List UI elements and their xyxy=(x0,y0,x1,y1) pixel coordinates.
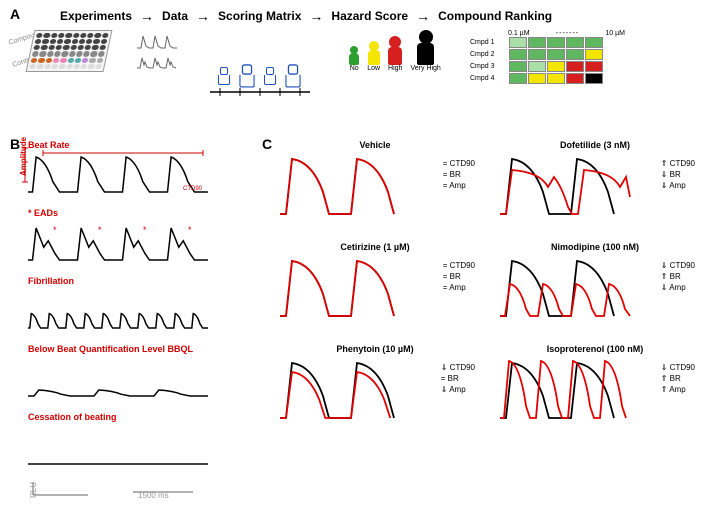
arrow-icon: → xyxy=(196,8,210,24)
panel-c-compounds: Vehicle = CTD90= BR= AmpDofetilide (3 nM… xyxy=(280,140,690,426)
panel-b-traces: Beat RateAmplitudeCTD90* EADs****Fibrill… xyxy=(28,140,248,505)
compound-ranking: 0.1 µM ------- 10 µM Cmpd 1Cmpd 2Cmpd 3C… xyxy=(470,30,625,84)
hdr-experiments: Experiments xyxy=(60,9,132,23)
svg-text:RLU: RLU xyxy=(29,482,38,498)
hdr-scoring: Scoring Matrix xyxy=(218,9,301,23)
hazard-legend: NoLowHighVery High xyxy=(330,30,460,72)
svg-text:*: * xyxy=(53,225,57,235)
arrow-icon: → xyxy=(140,8,154,24)
hdr-hazard: Hazard Score xyxy=(331,9,408,23)
svg-text:*: * xyxy=(143,225,147,235)
panel-a-label: A xyxy=(10,6,20,22)
arrow-icon: → xyxy=(309,8,323,24)
svg-text:CTD90: CTD90 xyxy=(183,186,203,192)
hdr-data: Data xyxy=(162,9,188,23)
panel-a-content: Compounds Controls NoLowHighVery High xyxy=(30,30,698,120)
arrow-icon: → xyxy=(416,8,430,24)
panel-a-headers: Experiments → Data → Scoring Matrix → Ha… xyxy=(60,8,688,24)
svg-text:*: * xyxy=(98,225,102,235)
svg-text:*: * xyxy=(188,225,192,235)
scoring-matrix xyxy=(200,30,320,90)
hdr-ranking: Compound Ranking xyxy=(438,9,552,23)
conc-right: 10 µM xyxy=(605,30,625,37)
well-plate xyxy=(30,30,108,72)
panel-c-label: C xyxy=(262,136,272,152)
mini-trace-data xyxy=(135,30,190,80)
conc-left: 0.1 µM xyxy=(508,30,530,37)
